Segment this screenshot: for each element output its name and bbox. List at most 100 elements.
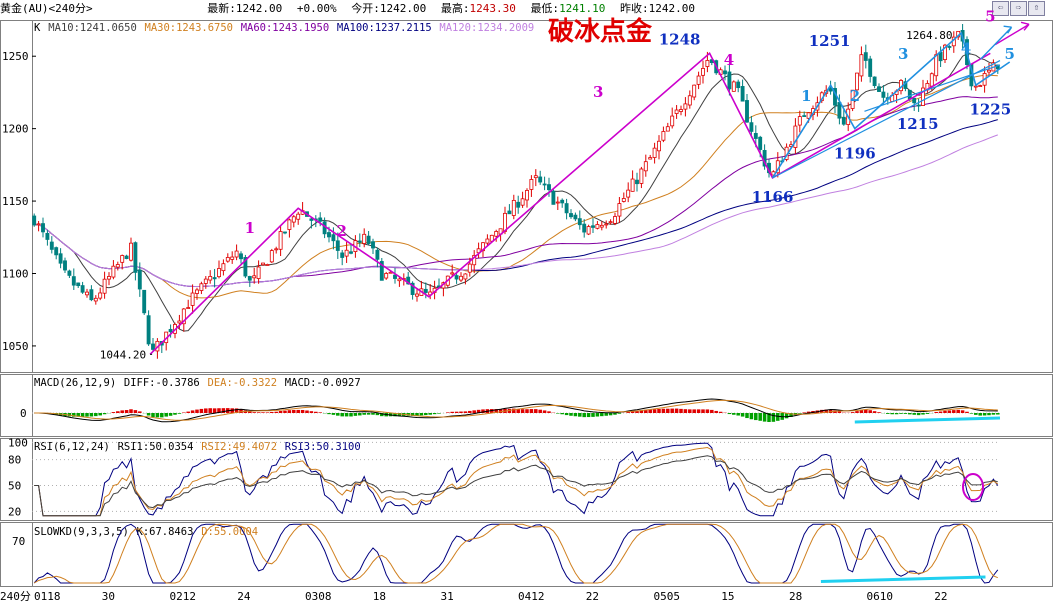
open-price: 今开:1242.00	[351, 2, 427, 15]
price-annotation: 1166	[752, 188, 794, 206]
macd-histogram-bar	[850, 412, 855, 413]
candle-body	[410, 282, 415, 295]
macd-histogram-bar	[855, 411, 859, 413]
candle-body	[58, 253, 63, 264]
macd-histogram-bar	[903, 413, 908, 414]
macd-histogram-bar	[776, 413, 780, 421]
candle-body	[177, 320, 182, 324]
candle-body	[107, 276, 111, 280]
candle-body	[199, 283, 204, 291]
candle-body	[745, 100, 749, 123]
macd-histogram-bar	[877, 412, 881, 413]
price-tick-label: 1150	[2, 195, 29, 208]
candle-body	[274, 248, 279, 251]
candle-body	[573, 214, 578, 220]
macd-histogram-bar	[859, 409, 864, 413]
macd-histogram-bar	[626, 412, 630, 413]
candle-body	[828, 87, 833, 92]
macd-histogram-bar	[718, 411, 723, 413]
candle-body	[855, 72, 859, 91]
macd-histogram-bar	[820, 409, 824, 413]
candle-body	[415, 293, 419, 297]
candle-body	[212, 277, 217, 280]
macd-histogram-bar	[151, 413, 155, 417]
candle-body	[221, 263, 226, 272]
wave5-arrow-secondary	[980, 25, 1013, 60]
nav-right-button[interactable]: ⇨	[1010, 1, 1027, 16]
candle-body	[679, 109, 683, 112]
x-axis-label: 15	[721, 590, 734, 603]
candle-body	[239, 253, 243, 260]
candle-body	[692, 84, 697, 98]
macd-histogram-bar	[899, 413, 903, 414]
kd-divergence-line	[820, 575, 986, 583]
macd-histogram-bar	[635, 410, 639, 413]
macd-histogram-bar	[353, 413, 358, 416]
rsi3-line	[34, 455, 998, 517]
macd-histogram-bar	[340, 413, 344, 417]
macd-histogram-bar	[292, 409, 296, 413]
macd-histogram-bar	[890, 413, 894, 415]
macd-histogram-bar	[921, 413, 925, 415]
macd-histogram-bar	[916, 413, 921, 416]
macd-histogram-bar	[886, 413, 890, 414]
macd-histogram-bar	[798, 413, 802, 414]
candle-body	[793, 125, 798, 148]
candle-body	[577, 218, 582, 226]
macd-histogram-bar	[987, 413, 991, 416]
candle-body	[617, 203, 622, 217]
macd-histogram-bar	[111, 412, 116, 413]
candle-body	[943, 44, 947, 61]
candle-body	[371, 241, 375, 249]
macd-histogram-bar	[982, 413, 987, 416]
price-tick-label: 1050	[2, 340, 29, 353]
candle-body	[32, 215, 37, 226]
candle-body	[705, 60, 710, 67]
wave5-arrow-primary	[994, 21, 1030, 46]
macd-histogram-bar	[978, 413, 982, 416]
candle-body	[723, 70, 727, 75]
macd-histogram-bar	[199, 408, 204, 413]
candle-body	[868, 58, 873, 77]
candle-body	[538, 176, 543, 183]
macd-histogram-bar	[419, 413, 424, 416]
macd-histogram-bar	[261, 412, 265, 413]
candle-body	[740, 86, 745, 102]
macd-histogram-bar	[868, 410, 872, 413]
macd-histogram-bar	[173, 413, 177, 415]
change-percent: +0.00%	[296, 2, 337, 15]
price-legend-item: MA30:1243.6750	[145, 22, 234, 34]
rsi-tick-label: 80	[8, 454, 21, 467]
quote-header: 黄金(AU)<240分> 最新:1242.00 +0.00% 今开:1242.0…	[0, 0, 1054, 17]
wave-label: 2	[337, 222, 347, 240]
candle-body	[252, 275, 257, 279]
candle-body	[529, 179, 534, 190]
nav-left-button[interactable]: ⇦	[992, 1, 1009, 16]
macd-histogram-bar	[969, 413, 974, 414]
wave-label: 1	[245, 219, 255, 237]
macd-histogram-bar	[960, 410, 965, 413]
rsi1-line	[34, 442, 999, 517]
candle-body	[643, 161, 648, 172]
candle-body	[929, 73, 934, 87]
candle-body	[599, 224, 604, 228]
candle-body	[591, 225, 595, 228]
nav-up-button[interactable]: ⇧	[1028, 1, 1045, 16]
macd-histogram-bar	[80, 413, 85, 417]
candle-body	[687, 95, 692, 106]
price-legend-item: K	[34, 22, 41, 34]
candle-body	[230, 256, 235, 260]
macd-histogram-bar	[155, 413, 160, 418]
macd-histogram-bar	[952, 410, 956, 413]
x-axis-label: 18	[373, 590, 386, 603]
macd-histogram-bar	[670, 408, 674, 413]
candle-body	[758, 136, 763, 150]
macd-histogram-bar	[498, 409, 503, 413]
macd-histogram-bar	[89, 413, 94, 417]
kd-d-line	[33, 523, 998, 584]
panel-frame-price	[0, 20, 1053, 373]
x-axis-label: 0308	[305, 590, 332, 603]
wave-label: 3	[593, 83, 603, 101]
